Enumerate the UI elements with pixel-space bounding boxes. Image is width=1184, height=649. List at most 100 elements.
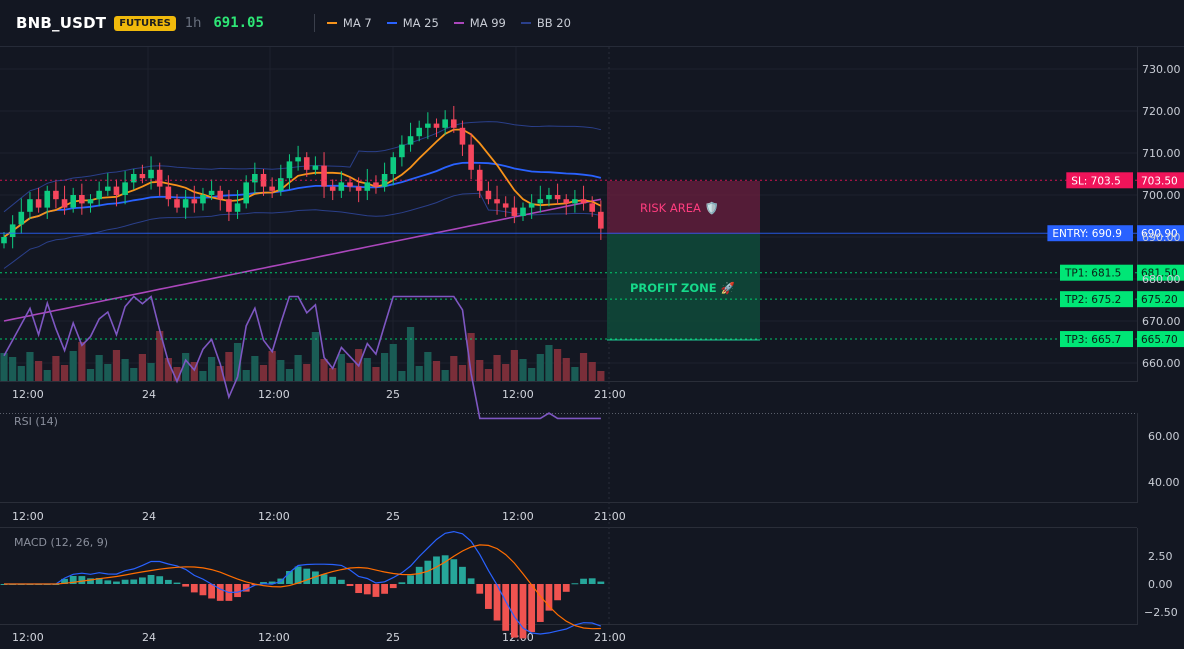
volume-bar [121, 359, 129, 381]
candle-body [234, 203, 241, 212]
legend-ma99[interactable]: MA 99 [453, 16, 506, 30]
volume-bar [450, 356, 458, 381]
candle-body [416, 127, 422, 137]
price-tick-label: 700.00 [1142, 189, 1181, 202]
volume-bar [233, 343, 242, 381]
macd-histogram-bar [208, 584, 215, 599]
tp1-level-tag[interactable] [1060, 264, 1133, 281]
macd-histogram-bar [433, 556, 440, 584]
bollinger-bands [3, 121, 602, 269]
sl-level-tag[interactable] [1066, 172, 1133, 189]
macd-histogram-bar [510, 584, 518, 638]
candle-body [1, 237, 7, 244]
time-tick-label: 12:00 [12, 388, 44, 401]
timeframe-label[interactable]: 1h [184, 15, 202, 31]
ma99-line [3, 198, 602, 322]
legend-ma25[interactable]: MA 25 [386, 16, 439, 30]
tp2-price-label: 675.20 [1141, 294, 1178, 306]
volume-bar [476, 360, 484, 381]
risk-area-box [607, 181, 760, 234]
volume-bars [0, 327, 605, 381]
macd-histogram-bar [182, 584, 190, 587]
volume-bar [303, 364, 311, 381]
volume-bar [458, 365, 467, 381]
candle-body [399, 144, 405, 158]
time-tick-label: 12:00 [12, 631, 44, 644]
price-axis[interactable]: 730.00 720.00 710.00 700.00 690.00 680.00 670.… [1142, 63, 1181, 370]
macd-histogram-bar [173, 582, 181, 584]
candle-body [425, 123, 431, 128]
candle-body [364, 182, 371, 191]
candle-body [286, 161, 293, 179]
tp3-level-label: TP3: 665.7 [1064, 334, 1121, 346]
candle-body [373, 182, 379, 187]
price-tick-label: 660.00 [1142, 357, 1181, 370]
volume-bar [381, 353, 389, 381]
time-tick-label: 12:00 [258, 631, 290, 644]
candle-body [554, 195, 561, 200]
ma7-line [3, 128, 602, 238]
macd-histogram-bar [528, 584, 536, 633]
volume-bar [259, 365, 268, 381]
tp1-price-tag [1137, 264, 1184, 281]
macd-histogram-bar [562, 584, 570, 592]
volume-bar [52, 356, 60, 381]
candle-body [598, 211, 604, 229]
macd-title[interactable]: MACD (12, 26, 9) [14, 536, 108, 549]
last-price: 691.05 [213, 15, 264, 31]
macd-histogram-bar [87, 578, 94, 584]
macd-histogram-bar [407, 575, 414, 584]
rsi-title[interactable]: RSI (14) [14, 415, 58, 428]
time-axes[interactable]: 12:00 24 12:00 25 12:00 21:00 12:00 24 12:00 25 12… [12, 388, 626, 644]
volume-bar [95, 355, 103, 381]
volume-bar [156, 331, 164, 381]
volume-bar [9, 357, 17, 381]
entry-price-tag [1137, 225, 1184, 242]
candle-body [312, 165, 319, 170]
volume-bar [398, 371, 406, 381]
entry-level-tag[interactable] [1047, 225, 1133, 242]
candle-body [122, 182, 128, 195]
candle-body [35, 199, 42, 208]
profit-zone-label: PROFIT ZONE 🚀 [630, 281, 736, 295]
candle-body [546, 195, 552, 200]
volume-bar [528, 368, 536, 381]
volume-bar [251, 356, 259, 381]
time-tick-label: 21:00 [594, 631, 626, 644]
ma7-swatch [326, 22, 337, 24]
macd-histogram-bar [130, 579, 138, 584]
macd-histogram-bar [485, 584, 492, 609]
volume-bar [588, 362, 596, 381]
volume-bar [242, 370, 250, 381]
macd-line [4, 530, 602, 635]
volume-bar [432, 361, 441, 381]
macd-histogram-bar [199, 584, 207, 596]
volume-bar [69, 351, 77, 381]
candle-body [53, 190, 59, 200]
candle-body [459, 127, 466, 145]
candle-body [105, 186, 111, 191]
macd-histogram-bar [286, 571, 293, 584]
volume-bar [562, 358, 570, 381]
macd-histogram-bar [329, 576, 337, 584]
volume-bar [346, 363, 354, 381]
candle-body [174, 199, 180, 208]
macd-histogram-bar [597, 581, 605, 584]
candle-body [217, 190, 224, 200]
candle-body [252, 174, 258, 183]
candle-body [9, 224, 16, 237]
symbol-name[interactable]: BNB_USDT [16, 14, 107, 32]
legend-bb20[interactable]: BB 20 [520, 16, 571, 30]
candle-body [269, 186, 275, 191]
candle-body [511, 207, 518, 216]
time-tick-label: 24 [142, 510, 156, 523]
tp1-level-label: TP1: 681.5 [1064, 268, 1121, 280]
volume-bar [510, 350, 518, 381]
tp2-level-tag[interactable] [1060, 291, 1133, 308]
macd-histogram-bar [467, 578, 475, 584]
price-tick-label: 730.00 [1142, 63, 1181, 76]
legend-ma7[interactable]: MA 7 [326, 16, 372, 30]
macd-histogram-bar [337, 579, 345, 584]
tp3-level-tag[interactable] [1060, 331, 1133, 348]
